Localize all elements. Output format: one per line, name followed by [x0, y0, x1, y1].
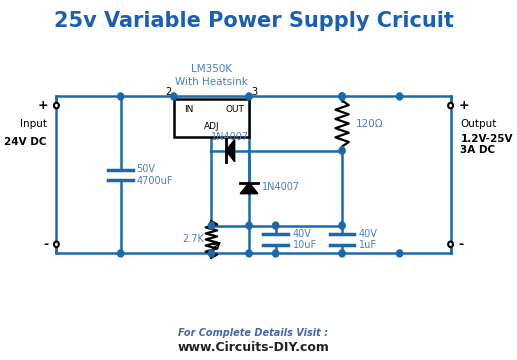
Text: +: + [38, 99, 49, 112]
Bar [174, 99, 249, 137]
Text: ADJ: ADJ [204, 122, 219, 131]
Circle shape [117, 250, 124, 257]
Text: For Complete Details Visit :: For Complete Details Visit : [178, 328, 328, 338]
Circle shape [54, 242, 59, 247]
Text: 40V
1uF: 40V 1uF [359, 229, 378, 250]
Text: +: + [459, 99, 469, 112]
Circle shape [339, 147, 345, 154]
Circle shape [208, 250, 215, 257]
Circle shape [208, 222, 215, 229]
Circle shape [339, 222, 345, 229]
Text: LM350K
With Heatsink: LM350K With Heatsink [175, 64, 248, 87]
Text: 3: 3 [252, 87, 258, 98]
Circle shape [246, 93, 252, 100]
Text: 1.2V-25V
3A DC: 1.2V-25V 3A DC [460, 134, 513, 156]
Text: OUT: OUT [225, 105, 244, 114]
Circle shape [397, 93, 403, 100]
Polygon shape [226, 139, 235, 162]
Text: 1N4007: 1N4007 [211, 132, 249, 142]
Circle shape [117, 93, 124, 100]
Circle shape [246, 250, 252, 257]
Circle shape [272, 222, 279, 229]
Text: 1N4007: 1N4007 [262, 182, 300, 192]
Text: www.Circuits-DIY.com: www.Circuits-DIY.com [177, 341, 329, 354]
Circle shape [397, 250, 403, 257]
Text: -: - [459, 238, 464, 251]
Text: 50V
4700uF: 50V 4700uF [136, 164, 173, 186]
Text: 25v Variable Power Supply Cricuit: 25v Variable Power Supply Cricuit [54, 10, 453, 31]
Text: Output: Output [460, 119, 497, 129]
Circle shape [272, 250, 279, 257]
Circle shape [448, 242, 453, 247]
Text: 24V DC: 24V DC [4, 137, 47, 147]
Text: 120Ω: 120Ω [356, 118, 384, 129]
Circle shape [171, 93, 177, 100]
Circle shape [246, 222, 252, 229]
Polygon shape [240, 183, 258, 194]
Text: Input: Input [20, 119, 47, 129]
Circle shape [54, 103, 59, 108]
Circle shape [339, 93, 345, 100]
Text: IN: IN [184, 105, 193, 114]
Circle shape [339, 93, 345, 100]
Circle shape [339, 250, 345, 257]
Text: 2.7K: 2.7K [182, 234, 204, 244]
Text: 40V
10uF: 40V 10uF [293, 229, 316, 250]
Circle shape [448, 103, 453, 108]
Text: -: - [43, 238, 49, 251]
Text: 2: 2 [165, 87, 171, 98]
